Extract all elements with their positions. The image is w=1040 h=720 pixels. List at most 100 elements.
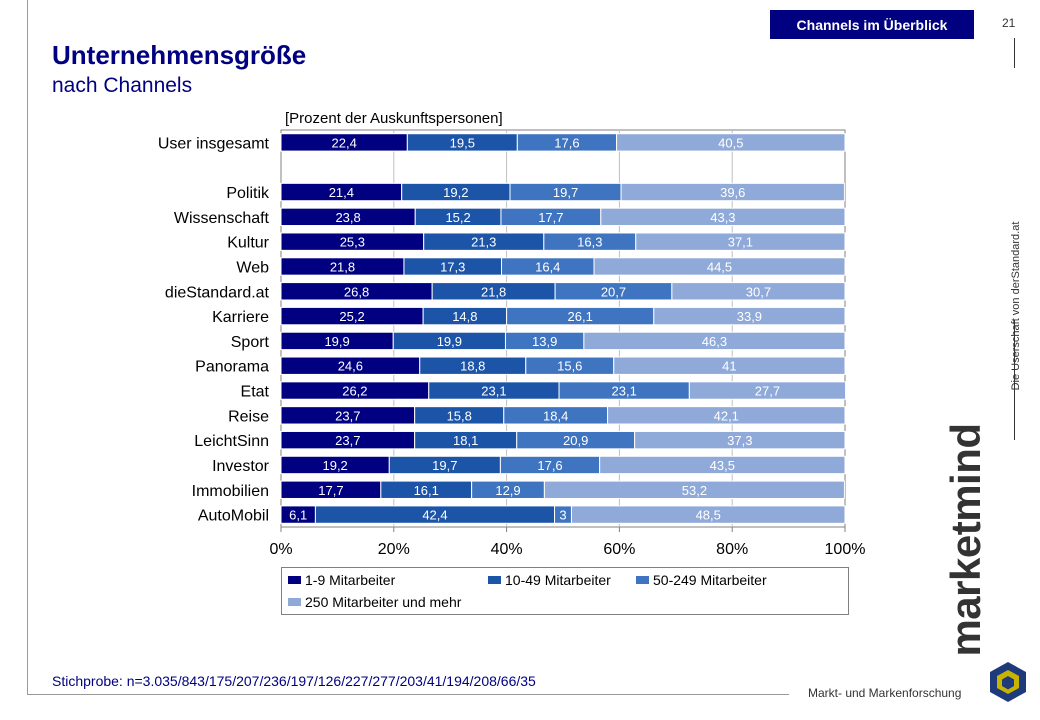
data-label: 19,9 xyxy=(437,334,462,349)
data-label: 17,7 xyxy=(318,483,343,498)
brand-cube-icon xyxy=(990,662,1026,702)
category-label: Immobilien xyxy=(192,483,269,500)
bar-segment xyxy=(570,505,846,524)
bar-segment xyxy=(653,306,846,326)
bar-segment xyxy=(688,381,847,400)
data-label: 3 xyxy=(559,508,566,523)
legend-item-10-49: 10-49 Mitarbeiter xyxy=(488,572,611,588)
data-label: 17,7 xyxy=(538,210,563,225)
data-label: 17,6 xyxy=(537,458,562,473)
data-label: 17,6 xyxy=(554,135,579,150)
category-label: Panorama xyxy=(195,359,269,376)
data-label: 13,9 xyxy=(532,334,557,349)
x-tick-label: 80% xyxy=(716,541,748,558)
legend-label-10-49: 10-49 Mitarbeiter xyxy=(505,572,611,588)
data-label: 33,9 xyxy=(737,309,762,324)
sidebar-divider-lower xyxy=(1014,320,1015,440)
chart-legend: 1-9 Mitarbeiter 10-49 Mitarbeiter 50-249… xyxy=(281,567,849,615)
data-label: 19,7 xyxy=(432,458,457,473)
data-label: 6,1 xyxy=(289,508,307,523)
data-label: 12,9 xyxy=(495,483,520,498)
data-label: 15,8 xyxy=(447,408,472,423)
data-label: 30,7 xyxy=(746,284,771,299)
x-tick-label: 20% xyxy=(378,541,410,558)
data-label: 26,2 xyxy=(342,384,367,399)
data-label: 26,1 xyxy=(568,309,593,324)
frame-left-line xyxy=(27,0,28,694)
category-label: Etat xyxy=(241,384,270,401)
data-label: 14,8 xyxy=(452,309,477,324)
data-label: 43,5 xyxy=(710,458,735,473)
bar-segment xyxy=(671,282,846,301)
x-tick-label: 60% xyxy=(603,541,635,558)
data-label: 23,8 xyxy=(335,210,360,225)
data-label: 18,1 xyxy=(453,433,478,448)
unit-label: [Prozent der Auskunftspersonen] xyxy=(285,110,503,127)
legend-label-1-9: 1-9 Mitarbeiter xyxy=(305,572,396,588)
data-label: 37,1 xyxy=(728,235,753,250)
bar-segment xyxy=(634,430,846,450)
data-label: 37,3 xyxy=(727,433,752,448)
tagline: Markt- und Markenforschung xyxy=(808,686,962,700)
bar-segment xyxy=(593,257,846,276)
page-title: Unternehmensgröße xyxy=(52,40,307,70)
legend-item-250plus: 250 Mitarbeiter und mehr xyxy=(288,594,461,610)
data-label: 15,2 xyxy=(445,210,470,225)
data-label: 19,2 xyxy=(443,185,468,200)
legend-swatch-10-49 xyxy=(488,576,501,584)
data-label: 44,5 xyxy=(707,259,732,274)
category-label: Karriere xyxy=(212,309,269,326)
data-label: 26,8 xyxy=(344,284,369,299)
category-label: Web xyxy=(236,259,269,276)
data-label: 20,9 xyxy=(563,433,588,448)
data-label: 21,4 xyxy=(329,185,354,200)
data-label: 16,4 xyxy=(535,259,560,274)
data-label: 27,7 xyxy=(755,384,780,399)
x-tick-label: 100% xyxy=(825,541,866,558)
x-tick-label: 0% xyxy=(269,541,292,558)
legend-label-250plus: 250 Mitarbeiter und mehr xyxy=(305,594,462,610)
bar-segment xyxy=(583,331,846,351)
data-label: 21,8 xyxy=(481,284,506,299)
data-label: 15,6 xyxy=(557,359,582,374)
data-label: 21,3 xyxy=(471,235,496,250)
data-label: 48,5 xyxy=(696,508,721,523)
x-tick-label: 40% xyxy=(491,541,523,558)
legend-swatch-250plus xyxy=(288,598,301,606)
bar-segment xyxy=(620,182,845,202)
bar-segment xyxy=(613,356,846,375)
bar-segment xyxy=(599,455,846,475)
data-label: 16,3 xyxy=(577,235,602,250)
data-label: 21,8 xyxy=(330,259,355,274)
data-label: 41 xyxy=(722,359,736,374)
data-label: 24,6 xyxy=(338,359,363,374)
data-label: 39,6 xyxy=(720,185,745,200)
data-label: 25,2 xyxy=(339,309,364,324)
page-number: 21 xyxy=(1002,16,1016,30)
data-label: 19,7 xyxy=(553,185,578,200)
plot-area xyxy=(280,129,846,528)
category-label: Investor xyxy=(212,458,270,475)
category-label: Reise xyxy=(228,408,269,425)
data-label: 23,7 xyxy=(335,408,360,423)
sample-note: Stichprobe: n=3.035/843/175/207/236/197/… xyxy=(52,673,536,689)
frame-bottom-line xyxy=(27,694,789,695)
bar-segment xyxy=(635,232,846,251)
data-label: 19,9 xyxy=(324,334,349,349)
data-label: 20,7 xyxy=(601,284,626,299)
data-label: 53,2 xyxy=(682,483,707,498)
data-label: 42,4 xyxy=(422,508,447,523)
sidebar-divider-top xyxy=(1014,38,1015,68)
page-subtitle: nach Channels xyxy=(52,74,193,97)
data-label: 18,4 xyxy=(543,408,568,423)
data-label: 16,1 xyxy=(414,483,439,498)
data-label: 19,5 xyxy=(450,135,475,150)
category-label: User insgesamt xyxy=(158,135,270,152)
legend-label-50-249: 50-249 Mitarbeiter xyxy=(653,572,767,588)
section-tag: Channels im Überblick xyxy=(770,10,974,39)
data-label: 22,4 xyxy=(332,135,357,150)
data-label: 23,1 xyxy=(612,384,637,399)
data-label: 25,3 xyxy=(340,235,365,250)
data-label: 46,3 xyxy=(702,334,727,349)
